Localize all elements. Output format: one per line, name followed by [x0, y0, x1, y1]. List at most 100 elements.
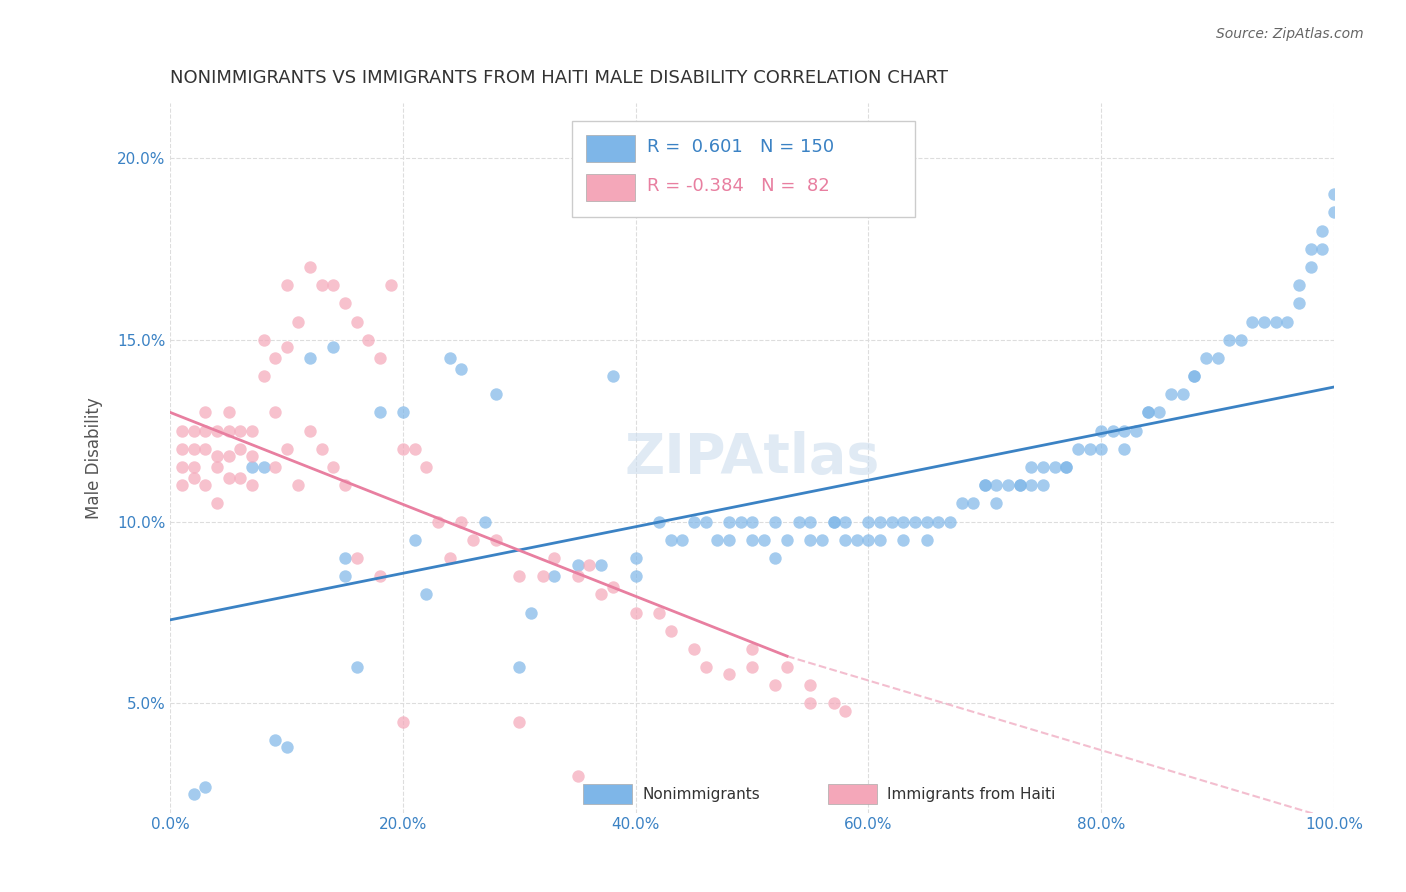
Point — [229, 442, 252, 456]
Point — [299, 351, 322, 365]
Point — [683, 641, 706, 656]
Point — [1008, 478, 1031, 492]
Point — [799, 533, 821, 547]
Point — [567, 558, 589, 573]
Point — [659, 624, 682, 638]
Point — [624, 606, 647, 620]
Point — [1160, 387, 1182, 401]
Point — [741, 515, 763, 529]
Point — [287, 314, 309, 328]
Point — [485, 387, 508, 401]
Point — [368, 351, 391, 365]
FancyBboxPatch shape — [828, 784, 877, 804]
Point — [333, 478, 356, 492]
Point — [183, 471, 205, 485]
Point — [741, 660, 763, 674]
Point — [648, 515, 671, 529]
Point — [368, 405, 391, 419]
Point — [415, 460, 437, 475]
Point — [1323, 205, 1346, 219]
Point — [1182, 369, 1205, 384]
Point — [1101, 424, 1123, 438]
Point — [589, 558, 612, 573]
Point — [752, 533, 775, 547]
Point — [1182, 369, 1205, 384]
Point — [1323, 187, 1346, 202]
Point — [404, 533, 426, 547]
Point — [252, 460, 274, 475]
Point — [404, 442, 426, 456]
Point — [1136, 405, 1159, 419]
Point — [845, 533, 868, 547]
Point — [602, 369, 624, 384]
Point — [346, 660, 368, 674]
FancyBboxPatch shape — [586, 136, 634, 162]
Point — [276, 740, 298, 755]
Point — [170, 442, 193, 456]
Point — [1241, 314, 1264, 328]
Point — [1299, 242, 1322, 256]
Point — [333, 296, 356, 310]
Point — [624, 551, 647, 566]
Point — [578, 558, 600, 573]
Point — [218, 471, 240, 485]
Text: Immigrants from Haiti: Immigrants from Haiti — [887, 787, 1056, 802]
Point — [194, 442, 217, 456]
Point — [240, 424, 263, 438]
Point — [194, 780, 217, 794]
Point — [834, 533, 856, 547]
Point — [776, 660, 799, 674]
Point — [811, 533, 834, 547]
Point — [915, 533, 938, 547]
Point — [1078, 442, 1101, 456]
Point — [730, 515, 752, 529]
Point — [183, 460, 205, 475]
Point — [380, 278, 402, 293]
Point — [474, 515, 496, 529]
Point — [765, 551, 787, 566]
Point — [893, 533, 915, 547]
Point — [567, 769, 589, 783]
Point — [1310, 242, 1333, 256]
Point — [659, 533, 682, 547]
Point — [834, 704, 856, 718]
Point — [939, 515, 962, 529]
Point — [183, 424, 205, 438]
Point — [392, 442, 415, 456]
Point — [333, 569, 356, 583]
Point — [322, 460, 344, 475]
FancyBboxPatch shape — [583, 784, 633, 804]
Point — [205, 496, 228, 510]
Point — [1253, 314, 1275, 328]
Point — [311, 442, 333, 456]
Point — [205, 460, 228, 475]
Text: ZIPAtlas: ZIPAtlas — [624, 431, 880, 485]
Point — [1264, 314, 1286, 328]
Point — [229, 424, 252, 438]
Point — [508, 660, 530, 674]
Point — [776, 533, 799, 547]
Point — [392, 714, 415, 729]
Point — [322, 278, 344, 293]
Point — [357, 333, 380, 347]
Point — [543, 569, 565, 583]
Point — [333, 551, 356, 566]
Point — [450, 362, 472, 376]
Point — [1288, 296, 1310, 310]
Point — [567, 569, 589, 583]
Point — [695, 660, 717, 674]
Point — [1032, 478, 1054, 492]
Point — [322, 340, 344, 354]
Point — [741, 533, 763, 547]
Text: Nonimmigrants: Nonimmigrants — [643, 787, 761, 802]
Point — [927, 515, 949, 529]
Point — [1149, 405, 1171, 419]
Point — [508, 714, 530, 729]
Point — [183, 442, 205, 456]
Point — [765, 678, 787, 692]
Point — [485, 533, 508, 547]
Point — [986, 478, 1008, 492]
Point — [252, 369, 274, 384]
Point — [1136, 405, 1159, 419]
Point — [741, 641, 763, 656]
